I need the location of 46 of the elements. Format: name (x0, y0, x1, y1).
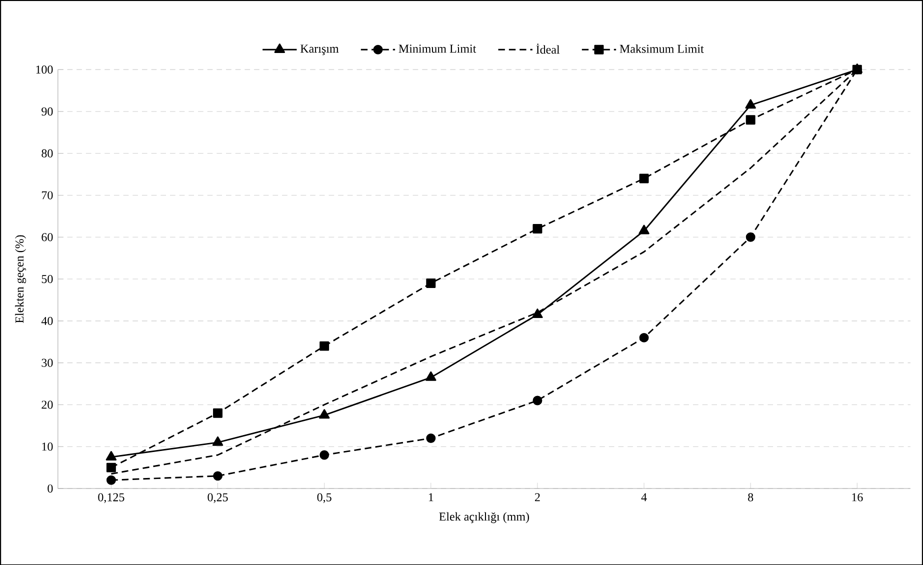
legend-label: Minimum Limit (398, 44, 476, 53)
y-tick-label: 10 (42, 442, 53, 450)
point (426, 433, 436, 443)
point (532, 396, 542, 406)
x-tick-label: 0,25 (208, 493, 228, 503)
point (213, 408, 222, 418)
y-tick-label: 70 (42, 190, 53, 200)
point (746, 114, 756, 124)
x-tick-label: 1 (428, 493, 434, 501)
x-tick-label: 0,125 (98, 493, 124, 503)
y-tick-label: 20 (42, 400, 53, 409)
point (639, 174, 649, 184)
y-tick-label: 0 (48, 484, 53, 492)
point (745, 98, 756, 108)
y-tick-label: 90 (42, 107, 53, 116)
point (746, 232, 756, 242)
x-tick-label: 16 (852, 493, 863, 502)
y-tick-label: 60 (42, 232, 53, 242)
x-tick-label: 8 (748, 493, 754, 502)
point (212, 436, 224, 446)
point (426, 371, 436, 381)
legend-label: Karışım (300, 44, 339, 55)
point (106, 450, 117, 460)
point (532, 308, 543, 318)
point (426, 278, 436, 288)
point (320, 450, 330, 460)
x-tick-label: 2 (534, 493, 540, 501)
x-axis-title: Elek açıklığı (mm) (439, 512, 530, 523)
point (318, 408, 330, 418)
point (638, 224, 650, 234)
y-tick-label: 40 (41, 316, 53, 325)
y-tick-label: 50 (42, 274, 53, 283)
x-tick-label: 4 (641, 493, 647, 501)
point (213, 470, 222, 480)
legend-label: İdeal (536, 43, 560, 54)
point (106, 475, 116, 485)
point (320, 341, 330, 351)
point (106, 462, 116, 472)
point (639, 332, 649, 342)
y-tick-label: 30 (42, 358, 53, 367)
point (532, 224, 542, 234)
legend-label: Maksimum Limit (620, 44, 704, 53)
y-tick-label: 100 (36, 65, 53, 74)
x-tick-label: 0,5 (317, 493, 332, 503)
y-axis-title: Elekten geçen (%) (15, 235, 26, 323)
y-tick-label: 80 (42, 149, 53, 158)
